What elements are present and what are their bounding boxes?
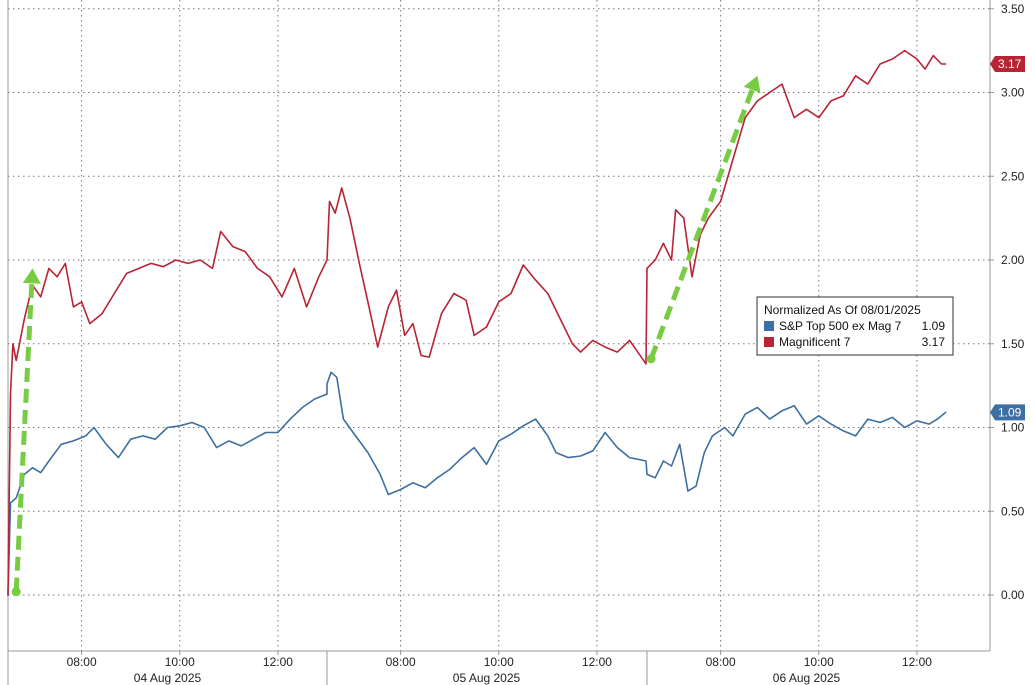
y-tick-label: 1.00 bbox=[1001, 421, 1025, 435]
x-tick-label: 12:00 bbox=[263, 655, 293, 669]
badge-value: 1.09 bbox=[998, 405, 1022, 419]
arrow-origin-dot bbox=[646, 354, 656, 364]
legend-swatch bbox=[764, 321, 774, 331]
badge-value: 3.17 bbox=[998, 57, 1022, 71]
annotation-layer bbox=[11, 75, 761, 597]
y-tick-label: 2.50 bbox=[1001, 169, 1025, 183]
series-line-sp500-ex-mag7 bbox=[7, 371, 947, 596]
legend-label: S&P Top 500 ex Mag 7 bbox=[779, 319, 902, 333]
legend-swatch bbox=[764, 337, 774, 347]
x-tick-label: 12:00 bbox=[902, 655, 932, 669]
legend-value: 3.17 bbox=[922, 335, 946, 349]
arrow-origin-dot bbox=[11, 587, 21, 597]
y-tick-label: 3.00 bbox=[1001, 86, 1025, 100]
last-value-badge: 3.17 bbox=[990, 56, 1025, 73]
arrow-shaft bbox=[13, 283, 35, 592]
session-date-label: 04 Aug 2025 bbox=[134, 671, 202, 685]
green-arrow bbox=[11, 268, 41, 597]
arrow-head bbox=[22, 268, 41, 284]
badge-shape bbox=[990, 56, 1025, 73]
badge-shape bbox=[990, 404, 1025, 421]
session-date-label: 05 Aug 2025 bbox=[453, 671, 521, 685]
legend: Normalized As Of 08/01/2025 S&P Top 500 e… bbox=[756, 296, 954, 356]
x-tick-label: 08:00 bbox=[706, 655, 736, 669]
y-tick-label: 2.00 bbox=[1001, 253, 1025, 267]
x-tick-label: 10:00 bbox=[804, 655, 834, 669]
legend-box bbox=[756, 296, 954, 356]
y-tick-label: 0.50 bbox=[1001, 504, 1025, 518]
last-value-badge: 1.09 bbox=[990, 404, 1025, 421]
series-line-magnificent-7 bbox=[7, 49, 947, 596]
arrow-head bbox=[743, 75, 761, 93]
session-date-label: 06 Aug 2025 bbox=[773, 671, 841, 685]
x-tick-label: 08:00 bbox=[386, 655, 416, 669]
x-tick-label: 12:00 bbox=[582, 655, 612, 669]
y-tick-labels: 0.00 0.50 1.00 1.50 2.00 2.50 3.00 3.50 bbox=[990, 2, 1025, 602]
legend-label: Magnificent 7 bbox=[779, 335, 851, 349]
y-tick-label: 3.50 bbox=[1001, 2, 1025, 16]
series-layer bbox=[7, 49, 947, 596]
legend-title: Normalized As Of 08/01/2025 bbox=[764, 303, 921, 317]
x-tick-label: 10:00 bbox=[484, 655, 514, 669]
x-tick-label: 10:00 bbox=[165, 655, 195, 669]
y-tick-label: 1.50 bbox=[1001, 337, 1025, 351]
x-tick-labels: 08:00 10:00 12:00 08:00 10:00 12:00 08:00 10:00… bbox=[7, 651, 932, 685]
legend-value: 1.09 bbox=[922, 319, 946, 333]
y-tick-label: 0.00 bbox=[1001, 588, 1025, 602]
green-arrow bbox=[646, 75, 761, 364]
last-value-badges: 1.09 3.17 bbox=[990, 56, 1025, 421]
x-tick-label: 08:00 bbox=[67, 655, 97, 669]
arrow-shaft bbox=[648, 88, 755, 360]
